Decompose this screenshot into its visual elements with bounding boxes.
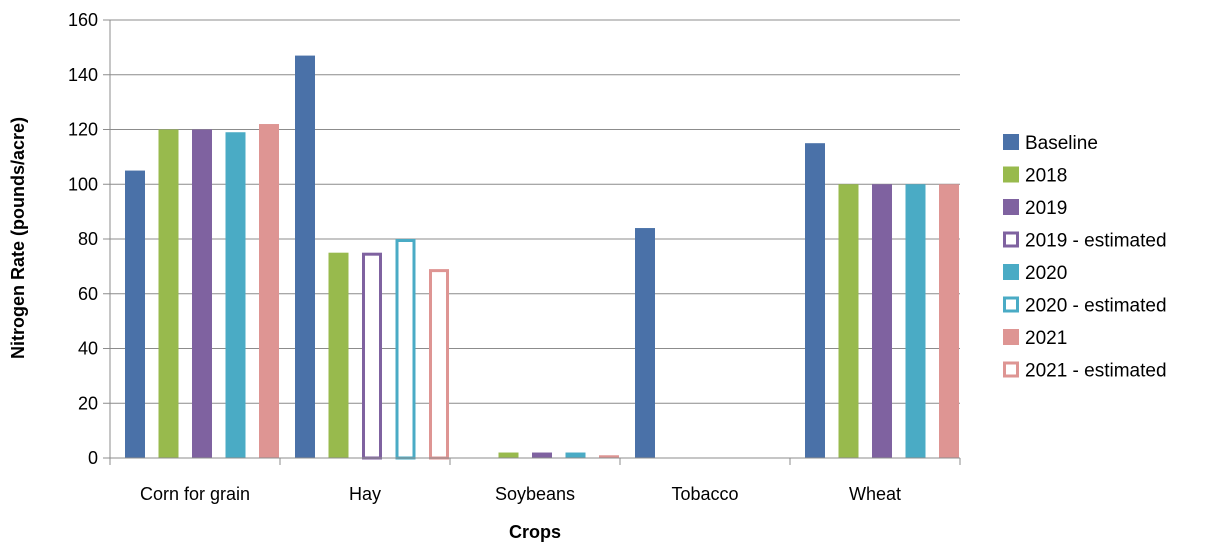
y-tick-label: 20 (78, 393, 98, 413)
legend: Baseline 2018 2019 2019 - estimated 2020 2020… (1003, 133, 1167, 382)
bar-baseline (805, 143, 825, 458)
legend-swatch-2019 (1003, 199, 1019, 215)
x-tick-label: Hay (349, 484, 381, 504)
bar-baseline (635, 228, 655, 458)
bar-2021 (599, 455, 619, 458)
gridlines (110, 19, 960, 404)
y-tick-label: 0 (88, 448, 98, 468)
legend-label-2019-estimated: 2019 - estimated (1025, 231, 1167, 252)
x-axis-title: Crops (509, 522, 561, 542)
legend-label-2021-estimated: 2021 - estimated (1025, 361, 1167, 382)
y-tick-label: 100 (68, 174, 98, 194)
x-tick-label: Wheat (849, 484, 901, 504)
y-tick-label: 120 (68, 120, 98, 140)
bar-baseline (125, 170, 145, 458)
bar-2021-estimated (429, 269, 449, 460)
x-tick-labels: Corn for grain Hay Soybeans Tobacco Wheat (140, 484, 901, 504)
bar-2020 (225, 132, 246, 459)
x-tick-label: Soybeans (495, 484, 575, 504)
bar-2019-estimated (362, 252, 382, 460)
y-tick-label: 60 (78, 284, 98, 304)
bar-2021 (259, 124, 279, 459)
bar-baseline (295, 55, 315, 459)
legend-label-2021: 2021 (1025, 328, 1067, 349)
bar-2018 (498, 452, 519, 458)
bar-2019 (532, 452, 552, 458)
legend-swatch-2021 (1003, 329, 1019, 345)
legend-label-2019: 2019 (1025, 198, 1067, 219)
legend-swatch-2020-estimated (1003, 296, 1019, 313)
legend-label-2018: 2018 (1025, 166, 1067, 187)
axes (103, 19, 961, 465)
x-tick-label: Corn for grain (140, 484, 250, 504)
y-axis-title: Nitrogen Rate (pounds/acre) (8, 117, 28, 359)
legend-label-baseline: Baseline (1025, 133, 1098, 154)
bar-2018 (158, 129, 179, 458)
bar-2020 (565, 452, 586, 458)
bar-2020-estimated (395, 239, 416, 460)
y-tick-label: 140 (68, 65, 98, 85)
bar-2020 (905, 184, 926, 458)
legend-label-2020: 2020 (1025, 263, 1067, 284)
legend-swatch-2021-estimated (1003, 361, 1019, 378)
bar-2019 (872, 184, 892, 458)
legend-swatch-baseline (1003, 134, 1019, 150)
legend-swatch-2020 (1003, 264, 1019, 280)
bar-2018 (328, 252, 349, 458)
bar-2018 (838, 184, 859, 458)
legend-swatch-2018 (1003, 166, 1019, 183)
y-tick-labels: 0 20 40 60 80 100 120 140 160 (68, 10, 98, 468)
bars (125, 55, 959, 460)
y-tick-label: 160 (68, 10, 98, 30)
bar-2021 (939, 184, 959, 458)
y-tick-label: 80 (78, 229, 98, 249)
legend-label-2020-estimated: 2020 - estimated (1025, 296, 1167, 317)
y-tick-label: 40 (78, 339, 98, 359)
x-tick-label: Tobacco (671, 484, 738, 504)
bar-2019 (192, 129, 212, 458)
legend-swatch-2019-estimated (1003, 231, 1019, 248)
